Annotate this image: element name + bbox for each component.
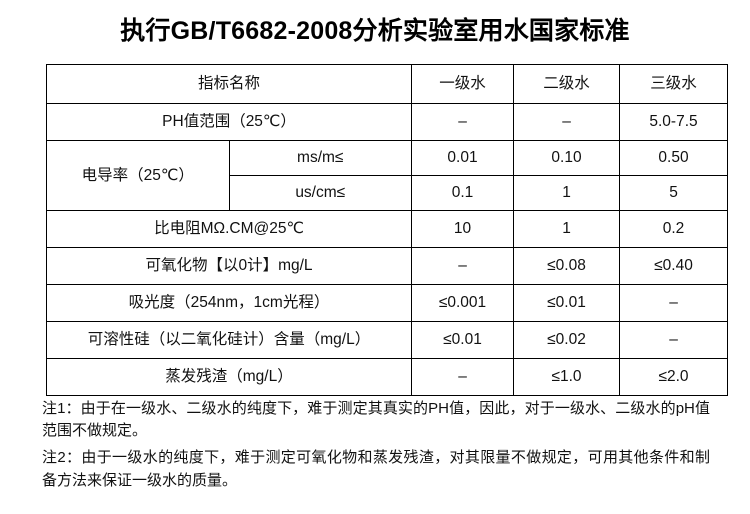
page-title: 执行GB/T6682-2008分析实验室用水国家标准 xyxy=(120,17,630,45)
cell-ph-range-grade-2: – xyxy=(513,103,620,141)
row-sublabel-conductivity-msm: ms/m≤ xyxy=(228,140,412,176)
cell-resistivity-grade-2: 1 xyxy=(513,210,620,248)
row-label-absorbance: 吸光度（254nm，1cm光程） xyxy=(46,284,412,322)
footnote-2: 注2：由于一级水的纯度下，难于测定可氧化物和蒸发残渣，对其限量不做规定，可用其他… xyxy=(42,449,710,489)
table-row: PH值范围（25℃） – – 5.0-7.5 xyxy=(46,103,728,141)
cell-ph-range-grade-3: 5.0-7.5 xyxy=(619,103,728,141)
cell-conductivity-msm-grade-2: 0.10 xyxy=(513,140,620,176)
table-row: 可氧化物【以0计】mg/L – ≤0.08 ≤0.40 xyxy=(46,247,728,285)
footnote-1: 注1：由于在一级水、二级水的纯度下，难于测定其真实的PH值，因此，对于一级水、二… xyxy=(42,400,710,440)
header-grade-3: 三级水 xyxy=(619,64,728,104)
row-label-resistivity: 比电阻MΩ.CM@25℃ xyxy=(46,210,412,248)
header-grade-2: 二级水 xyxy=(513,64,620,104)
header-indicator-name: 指标名称 xyxy=(46,64,412,104)
row-label-ph-range: PH值范围（25℃） xyxy=(46,103,412,141)
cell-absorbance-grade-2: ≤0.01 xyxy=(513,284,620,322)
cell-evaporation-residue-grade-2: ≤1.0 xyxy=(513,358,620,396)
cell-evaporation-residue-grade-3: ≤2.0 xyxy=(619,358,728,396)
table-row: 比电阻MΩ.CM@25℃ 10 1 0.2 xyxy=(46,210,728,248)
header-grade-1: 一级水 xyxy=(411,64,514,104)
cell-resistivity-grade-1: 10 xyxy=(411,210,514,248)
row-sublabel-conductivity-uscm: us/cm≤ xyxy=(228,175,412,211)
cell-conductivity-uscm-grade-2: 1 xyxy=(513,175,620,211)
table-row: 吸光度（254nm，1cm光程） ≤0.001 ≤0.01 – xyxy=(46,284,728,322)
water-standard-table: 指标名称 一级水 二级水 三级水 PH值范围（25℃） – – 5.0-7.5 … xyxy=(46,64,728,396)
row-label-oxidizable-matter: 可氧化物【以0计】mg/L xyxy=(46,247,412,285)
cell-absorbance-grade-3: – xyxy=(619,284,728,322)
cell-absorbance-grade-1: ≤0.001 xyxy=(411,284,514,322)
cell-soluble-silica-grade-2: ≤0.02 xyxy=(513,321,620,359)
table-row: 可溶性硅（以二氧化硅计）含量（mg/L） ≤0.01 ≤0.02 – xyxy=(46,321,728,359)
table-header-row: 指标名称 一级水 二级水 三级水 xyxy=(46,64,728,104)
table-row: 蒸发残渣（mg/L） – ≤1.0 ≤2.0 xyxy=(46,358,728,396)
cell-oxidizable-matter-grade-2: ≤0.08 xyxy=(513,247,620,285)
row-label-evaporation-residue: 蒸发残渣（mg/L） xyxy=(46,358,412,396)
cell-oxidizable-matter-grade-1: – xyxy=(411,247,514,285)
footnotes: 注1：由于在一级水、二级水的纯度下，难于测定其真实的PH值，因此，对于一级水、二… xyxy=(42,398,710,497)
cell-soluble-silica-grade-1: ≤0.01 xyxy=(411,321,514,359)
row-label-soluble-silica: 可溶性硅（以二氧化硅计）含量（mg/L） xyxy=(46,321,412,359)
cell-conductivity-uscm-grade-3: 5 xyxy=(619,175,728,211)
cell-oxidizable-matter-grade-3: ≤0.40 xyxy=(619,247,728,285)
cell-evaporation-residue-grade-1: – xyxy=(411,358,514,396)
cell-conductivity-msm-grade-1: 0.01 xyxy=(411,140,514,176)
row-label-conductivity: 电导率（25℃） xyxy=(46,140,230,211)
cell-ph-range-grade-1: – xyxy=(411,103,514,141)
cell-resistivity-grade-3: 0.2 xyxy=(619,210,728,248)
cell-conductivity-uscm-grade-1: 0.1 xyxy=(411,175,514,211)
cell-conductivity-msm-grade-3: 0.50 xyxy=(619,140,728,176)
table-row: 电导率（25℃） ms/m≤ 0.01 0.10 0.50 xyxy=(46,140,728,211)
cell-soluble-silica-grade-3: – xyxy=(619,321,728,359)
